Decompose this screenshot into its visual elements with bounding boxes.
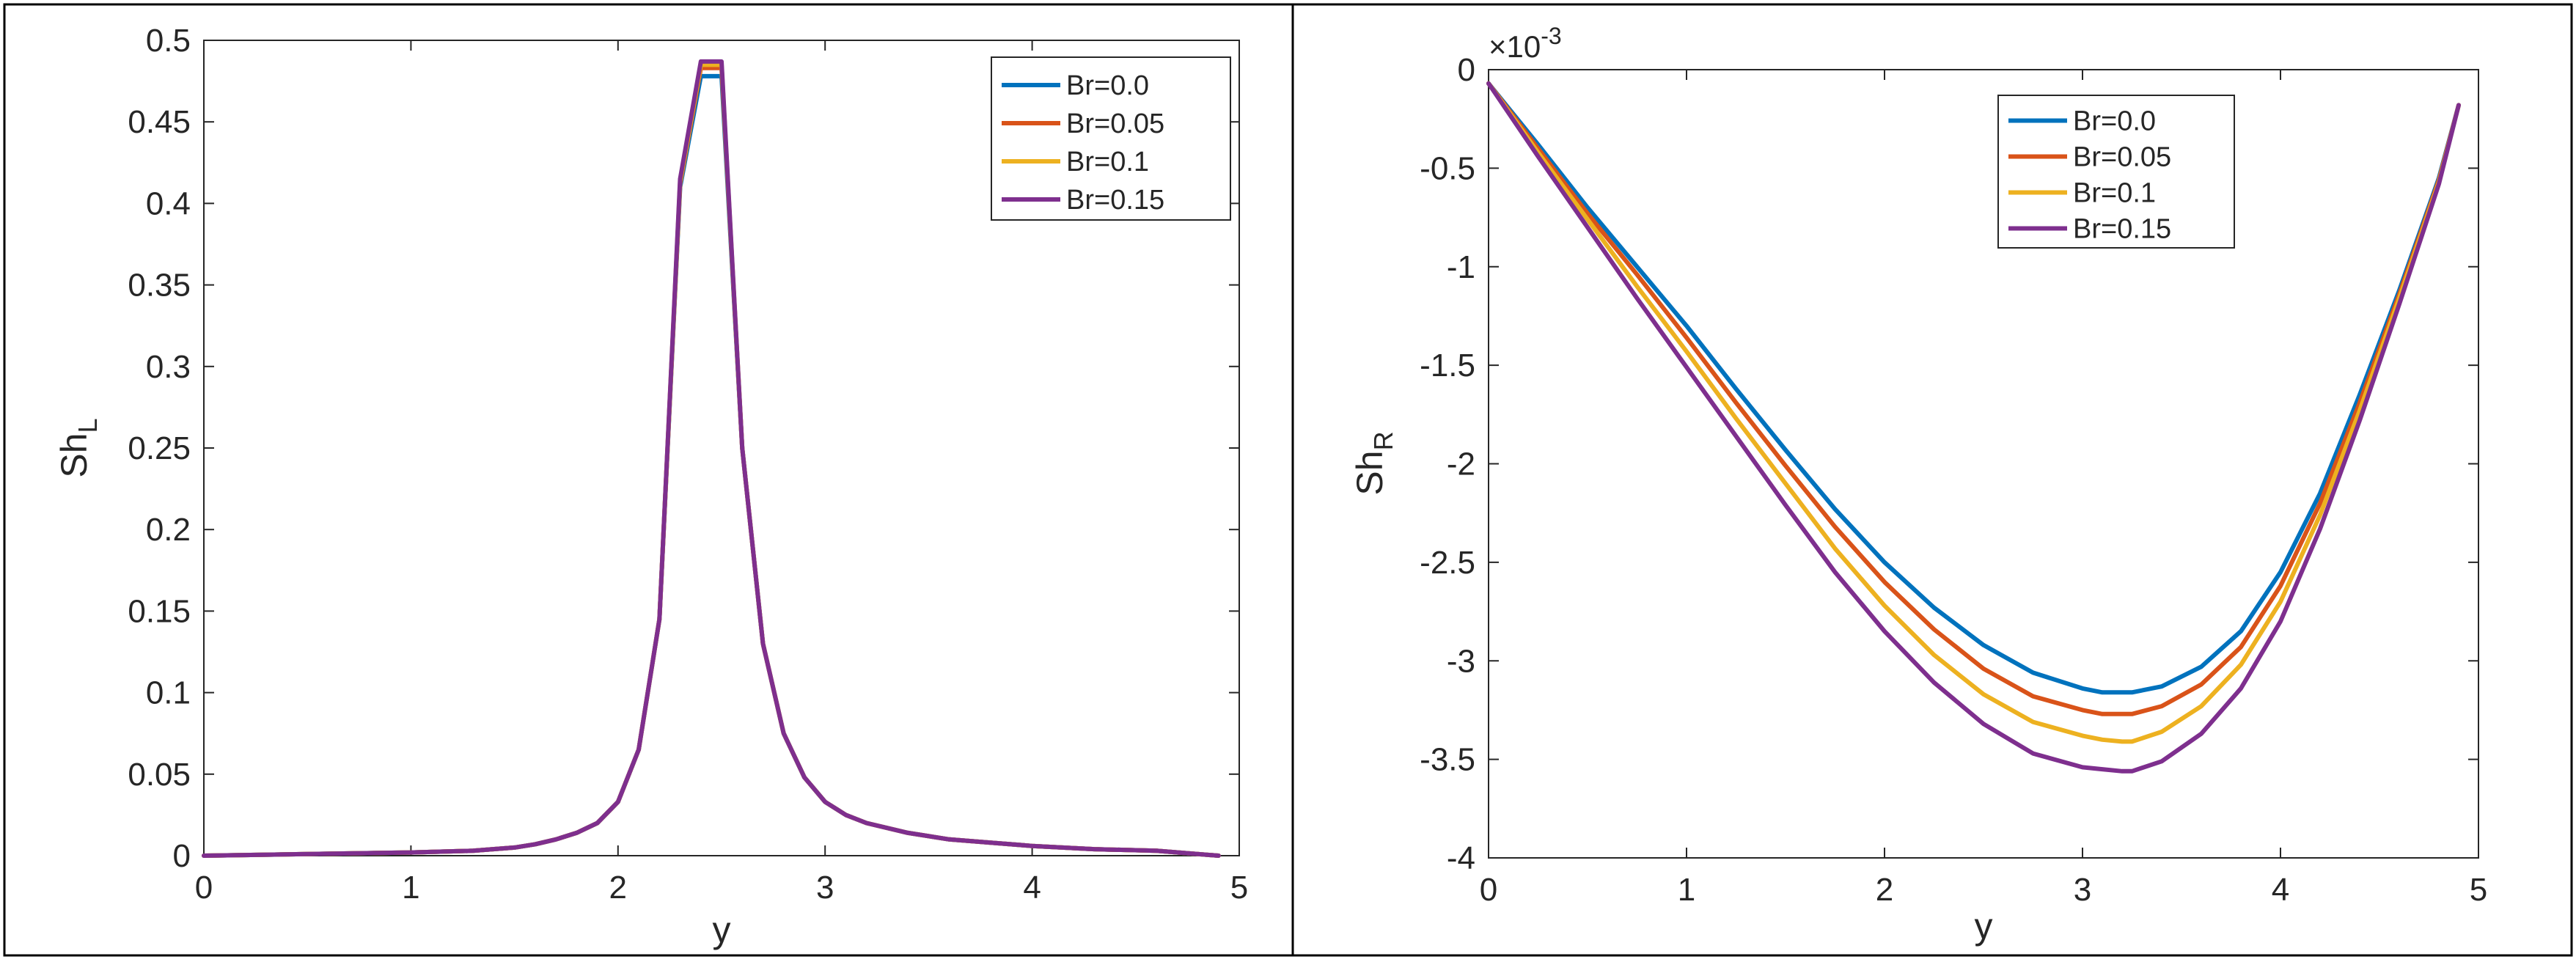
left-y-ticks: 0 0.05 0.1 0.15 0.2 0.25 0.3 0.35 0.4 0.45 0.5	[128, 23, 1239, 874]
left-y-axis-label-subscript: L	[73, 418, 103, 433]
left-chart: 0 0.05 0.1 0.15 0.2 0.25 0.3 0.35 0.4 0.45 0.5 0 1 2…	[54, 23, 1248, 950]
left-y-tick-label: 0	[173, 838, 191, 874]
left-x-tick-label: 2	[609, 870, 627, 906]
right-y-axis-label-main: Sh	[1349, 450, 1390, 495]
right-y-tick-label: 0	[1458, 52, 1475, 88]
svg-text:ShR: ShR	[1349, 431, 1398, 495]
left-y-tick-label: 0.35	[128, 268, 191, 304]
right-x-ticks: 0 1 2 3 4 5	[1480, 70, 2487, 908]
left-y-axis-label-main: Sh	[54, 433, 95, 477]
right-exponent-label: ×10-3	[1489, 23, 1562, 64]
left-legend-label-1: Br=0.05	[1066, 109, 1164, 139]
right-y-tick-label: -3.5	[1420, 742, 1475, 778]
svg-text:ShL: ShL	[54, 418, 103, 477]
left-x-tick-label: 5	[1230, 870, 1248, 906]
left-legend: Br=0.0 Br=0.05 Br=0.1 Br=0.15	[991, 56, 1231, 221]
right-y-tick-label: -1.5	[1420, 348, 1475, 383]
right-legend-label-2: Br=0.1	[2073, 178, 2156, 209]
left-x-tick-label: 3	[816, 870, 834, 906]
left-legend-label-3: Br=0.15	[1066, 185, 1164, 216]
right-y-axis-label: ShR	[1349, 431, 1398, 495]
right-legend-label-1: Br=0.05	[2073, 142, 2171, 173]
right-plot-area	[1488, 69, 2479, 859]
right-y-tick-label: -0.5	[1420, 150, 1475, 186]
right-y-tick-label: -1	[1447, 249, 1475, 285]
right-y-axis-label-subscript: R	[1368, 431, 1398, 450]
right-exponent-power: -3	[1541, 23, 1561, 49]
right-exponent-base: ×10	[1489, 29, 1541, 64]
left-legend-label-2: Br=0.1	[1066, 147, 1149, 177]
left-x-tick-label: 0	[195, 870, 213, 906]
right-x-tick-label: 5	[2470, 872, 2487, 908]
left-x-ticks: 0 1 2 3 4 5	[195, 40, 1248, 906]
left-x-tick-label: 1	[402, 870, 419, 906]
right-x-axis-label: y	[1975, 906, 1993, 947]
right-legend-label-3: Br=0.15	[2073, 214, 2171, 245]
left-legend-label-0: Br=0.0	[1066, 70, 1149, 101]
right-series-line-3	[1486, 81, 2461, 774]
right-x-tick-label: 4	[2272, 872, 2289, 908]
left-x-tick-label: 4	[1023, 870, 1041, 906]
left-series-line-3	[202, 59, 1221, 858]
left-y-tick-label: 0.05	[128, 757, 191, 793]
right-y-tick-label: -4	[1447, 840, 1475, 876]
right-x-tick-label: 1	[1678, 872, 1695, 908]
left-y-tick-label: 0.3	[146, 349, 191, 385]
right-series-lines	[1486, 81, 2461, 774]
left-series-lines	[202, 59, 1221, 858]
right-panel-border	[1291, 3, 2573, 957]
left-y-tick-label: 0.25	[128, 430, 191, 466]
right-legend-label-0: Br=0.0	[2073, 106, 2156, 137]
right-legend: Br=0.0 Br=0.05 Br=0.1 Br=0.15	[1997, 95, 2235, 249]
right-x-tick-label: 2	[1876, 872, 1893, 908]
right-x-tick-label: 3	[2074, 872, 2091, 908]
left-y-tick-label: 0.15	[128, 593, 191, 629]
left-y-tick-label: 0.5	[146, 23, 191, 59]
right-x-tick-label: 0	[1480, 872, 1497, 908]
right-y-tick-label: -3	[1447, 643, 1475, 679]
left-y-tick-label: 0.4	[146, 186, 191, 221]
right-series-line-0	[1486, 81, 2461, 695]
right-y-tick-label: -2	[1447, 447, 1475, 482]
left-y-tick-label: 0.2	[146, 512, 191, 548]
left-y-tick-label: 0.1	[146, 675, 191, 711]
right-y-ticks: 0 -0.5 -1 -1.5 -2 -2.5 -3 -3.5 -4	[1420, 52, 2478, 876]
right-y-tick-label: -2.5	[1420, 545, 1475, 581]
right-series-line-2	[1486, 81, 2461, 744]
left-y-axis-label: ShL	[54, 418, 103, 477]
right-series-line-1	[1486, 81, 2461, 716]
left-y-tick-label: 0.45	[128, 104, 191, 140]
left-x-axis-label: y	[713, 909, 731, 950]
